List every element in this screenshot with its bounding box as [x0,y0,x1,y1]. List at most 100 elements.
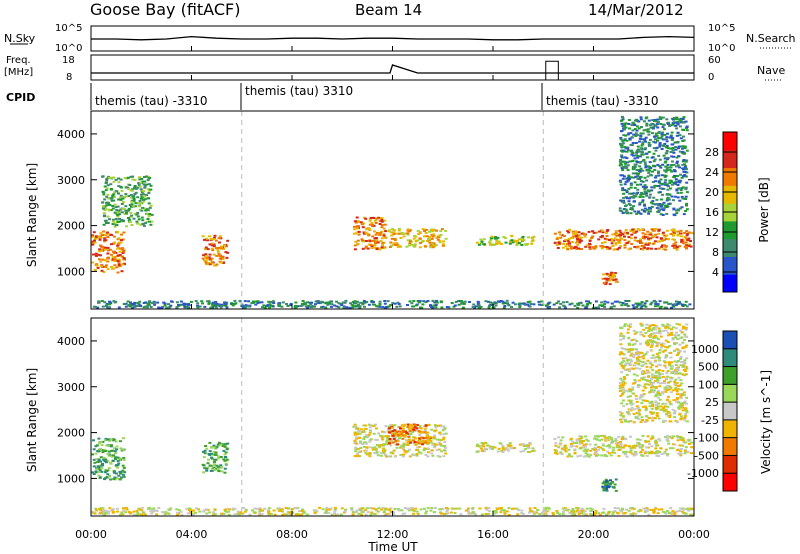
data-cell [175,301,179,304]
data-cell [225,447,229,450]
data-cell [98,469,102,472]
data-cell [113,260,117,262]
data-cell [459,513,463,516]
data-cell [373,446,377,449]
data-cell [100,467,104,470]
data-cell [380,217,383,219]
data-cell [677,376,681,379]
data-cell [103,240,107,243]
data-cell [623,511,627,514]
data-cell [95,264,99,267]
data-cell [652,235,656,238]
y-tick-label: 2000 [57,220,85,233]
data-cell [664,436,668,439]
data-cell [407,244,411,247]
data-cell [355,437,359,440]
data-cell [675,331,678,334]
data-cell [620,146,624,149]
data-cell [635,212,639,215]
data-cell [576,237,579,240]
data-cell [679,232,683,235]
data-cell [620,237,624,240]
data-cell [652,186,656,189]
data-cell [371,225,374,227]
data-cell [633,338,637,341]
data-cell [672,163,676,166]
data-cell [650,174,654,177]
data-cell [482,450,486,453]
data-cell [663,364,667,367]
data-cell [683,416,687,419]
data-cell [383,223,387,226]
data-cell [202,471,206,474]
data-cell [124,209,128,212]
data-cell [658,451,661,453]
data-cell [510,306,514,308]
data-cell [107,209,111,212]
data-cell [401,429,405,432]
data-cell [402,425,406,428]
data-cell [147,189,151,192]
data-cell [113,241,116,244]
data-cell [453,304,457,307]
data-cell [684,402,688,405]
data-cell [384,455,388,458]
data-cell [223,471,227,474]
data-cell [642,328,646,331]
data-cell [145,306,149,309]
data-cell [657,438,661,440]
data-cell [674,178,678,181]
data-cell [432,304,436,307]
data-cell [509,444,513,447]
data-cell [432,228,436,231]
data-cell [101,451,105,454]
data-cell [650,383,654,386]
data-cell [140,193,143,196]
data-cell [400,231,404,234]
data-cell [304,305,308,308]
data-cell [650,445,654,448]
data-cell [281,514,285,516]
data-cell [533,507,537,509]
data-cell [665,346,669,349]
data-cell [643,383,647,386]
data-cell [684,186,688,189]
data-cell [576,243,580,246]
data-cell [132,510,136,513]
data-cell [643,148,647,151]
data-cell [365,232,369,235]
data-cell [620,129,624,132]
data-cell [562,301,565,304]
data-cell [621,212,625,214]
data-cell [505,302,509,305]
data-cell [587,300,591,303]
data-cell [241,306,245,309]
data-cell [678,435,682,438]
data-cell [493,301,497,304]
data-cell [291,511,295,514]
data-cell [664,377,668,380]
data-cell [676,436,680,439]
data-cell [605,513,609,516]
data-cell [645,415,648,418]
data-cell [220,512,224,515]
data-cell [354,450,358,453]
data-cell [600,438,604,441]
data-cell [220,247,223,250]
data-cell [393,440,397,443]
data-cell [684,210,688,212]
data-cell [121,238,125,241]
data-cell [378,220,382,223]
data-cell [684,328,688,331]
data-cell [378,305,382,308]
data-cell [147,303,150,306]
data-cell [216,250,220,253]
data-cell [673,371,677,374]
data-cell [674,148,678,151]
data-cell [652,389,656,392]
data-cell [136,302,140,304]
data-cell [642,376,646,379]
data-cell [651,354,655,357]
data-cell [639,167,643,170]
data-cell [118,478,122,481]
